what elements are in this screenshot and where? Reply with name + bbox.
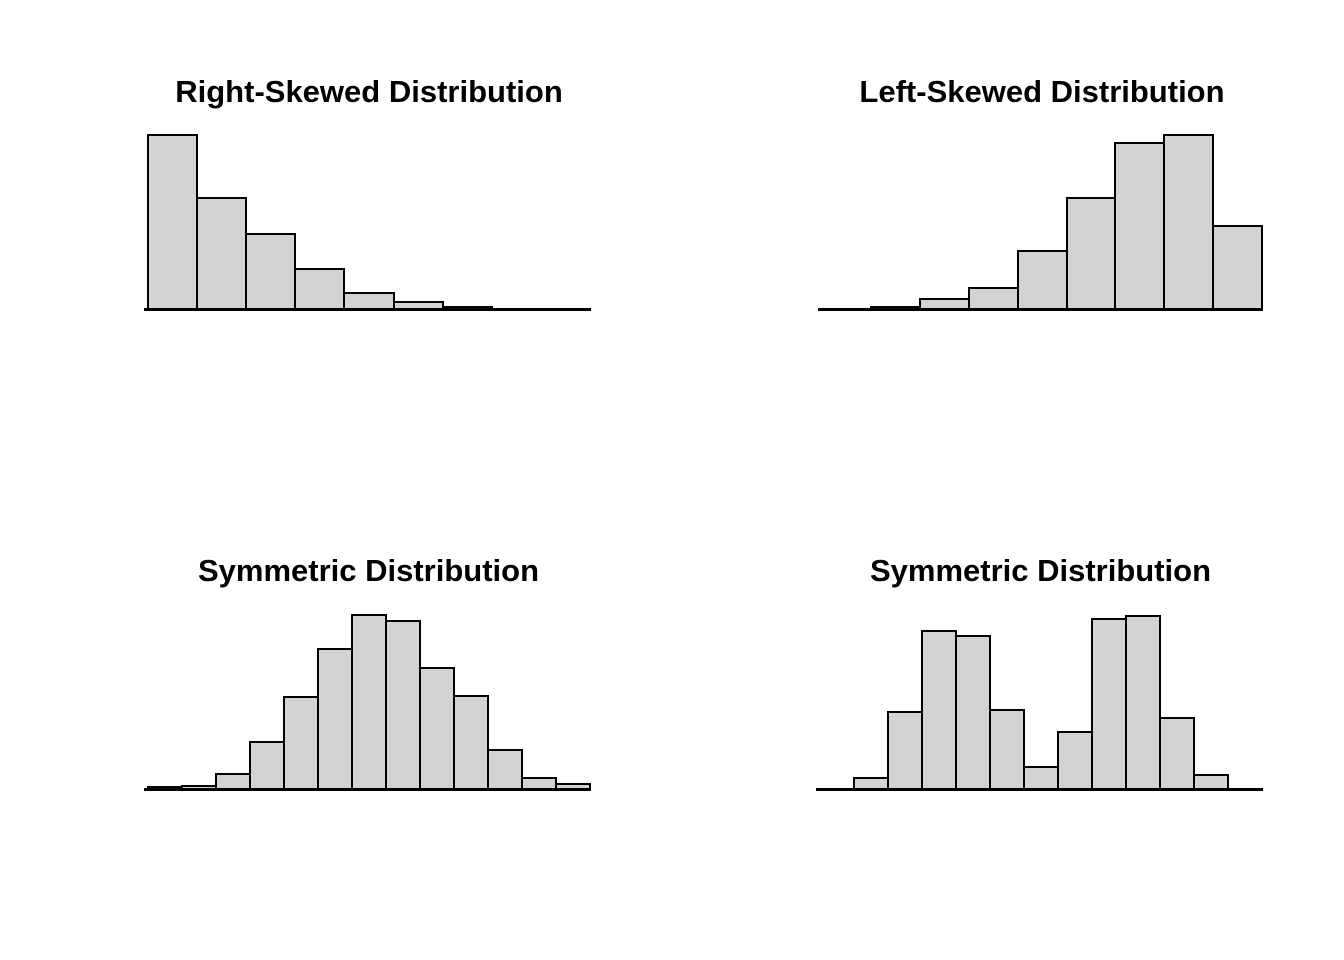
histogram-bar [294, 268, 345, 310]
histogram-bar [316, 648, 353, 790]
histogram-bar [282, 696, 319, 790]
histogram-bar [486, 749, 523, 790]
histogram-bar [554, 783, 591, 790]
histogram-bar [1212, 225, 1263, 310]
histogram-bar [1090, 618, 1127, 790]
histogram-bar [418, 667, 455, 790]
histogram-plot-left-skewed [818, 100, 1263, 311]
histogram-plot-symmetric-bimodal [815, 580, 1263, 791]
histogram-bar [147, 134, 198, 310]
histogram-bar [1017, 250, 1068, 310]
histogram-bar [852, 777, 889, 790]
histogram-bar [1066, 197, 1116, 310]
histogram-bar [393, 301, 444, 310]
histogram-bar [248, 741, 285, 790]
histogram-bar [1158, 717, 1195, 790]
histogram-bar [988, 709, 1025, 790]
chart-title-symmetric-bimodal: Symmetric Distribution [869, 552, 1212, 588]
chart-title-right-skewed: Right-Skewed Distribution [175, 73, 563, 109]
histogram-bar [343, 292, 395, 310]
chart-title-left-skewed: Left-Skewed Distribution [859, 73, 1225, 109]
histogram-bar [1056, 731, 1093, 790]
histogram-bar [1124, 615, 1161, 790]
histogram-bar [245, 233, 296, 310]
histogram-plot-symmetric-bell [143, 580, 591, 791]
histogram-bar [919, 298, 970, 310]
histogram-bar [350, 614, 387, 790]
histogram-bar [870, 306, 921, 310]
histogram-bar [214, 773, 251, 790]
histogram-bar [1192, 774, 1229, 790]
histogram-bar [384, 620, 421, 790]
histogram-bar [180, 785, 217, 790]
histogram-plot-right-skewed [144, 100, 591, 311]
histogram-bar [442, 306, 493, 310]
histogram-bar [196, 197, 247, 310]
histogram-bar [1022, 766, 1059, 790]
histogram-bar [954, 635, 991, 790]
histogram-bar [1163, 134, 1214, 310]
histogram-bar [920, 630, 957, 790]
histogram-bar [520, 777, 557, 790]
histogram-bar [886, 711, 923, 790]
histogram-bar [452, 695, 489, 790]
histogram-bar [968, 287, 1019, 310]
histogram-bar [146, 786, 183, 790]
chart-title-symmetric-bell: Symmetric Distribution [197, 552, 540, 588]
histogram-bar [1114, 142, 1165, 310]
